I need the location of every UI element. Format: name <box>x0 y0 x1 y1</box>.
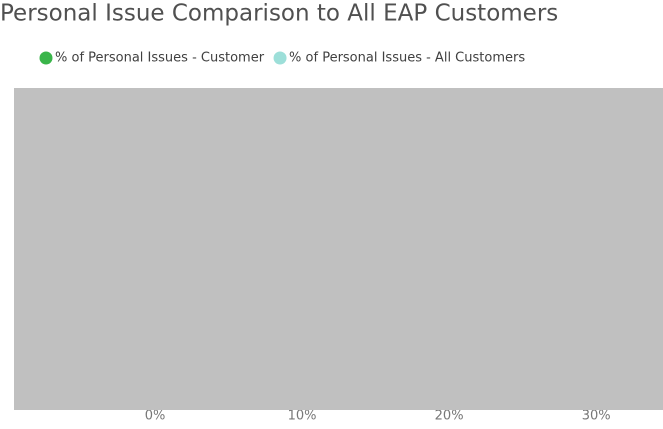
x-tick-label: 0% <box>145 409 166 424</box>
legend-label: % of Personal Issues - Customer <box>55 51 265 66</box>
x-tick-label: 10% <box>288 409 317 424</box>
legend-marker <box>39 51 53 65</box>
overlay <box>14 88 663 410</box>
chart-title: Personal Issue Comparison to All EAP Cus… <box>0 1 558 27</box>
x-tick-label: 30% <box>582 409 611 424</box>
x-tick-label: 20% <box>435 409 464 424</box>
legend: % of Personal Issues - Customer % of Pers… <box>39 51 525 66</box>
legend-marker <box>273 51 287 65</box>
x-axis: 0% 10% 20% 30% <box>145 409 611 424</box>
legend-label: % of Personal Issues - All Customers <box>289 51 525 66</box>
